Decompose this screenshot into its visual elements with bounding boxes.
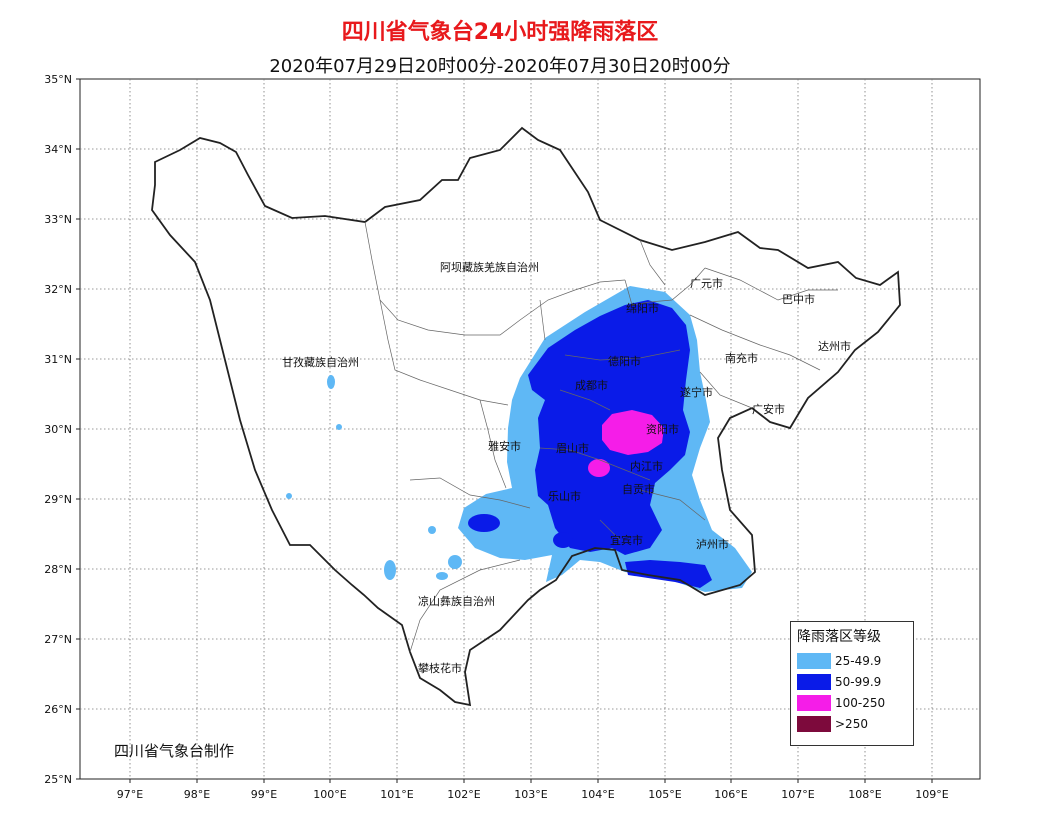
legend-item: 50-99.9 xyxy=(797,671,913,692)
lon-tick-102: 102°E xyxy=(447,788,480,801)
legend-label: >250 xyxy=(835,716,868,731)
lat-tick-29: 29°N xyxy=(44,493,72,506)
legend-swatch-25 xyxy=(797,652,831,669)
lat-tick-26: 26°N xyxy=(44,703,72,716)
lat-tick-25: 25°N xyxy=(44,773,72,786)
legend-title: 降雨落区等级 xyxy=(797,629,881,645)
lon-tick-97: 97°E xyxy=(117,788,143,801)
lat-tick-28: 28°N xyxy=(44,563,72,576)
graticule xyxy=(80,79,980,779)
label-luzhou: 泸州市 xyxy=(696,537,729,551)
label-guangan: 广安市 xyxy=(752,402,785,416)
label-zigong: 自贡市 xyxy=(622,482,655,496)
lon-tick-107: 107°E xyxy=(781,788,814,801)
label-nanchong: 南充市 xyxy=(725,351,758,365)
label-yibin: 宜宾市 xyxy=(610,533,643,547)
label-chengdu: 成都市 xyxy=(575,378,608,392)
province-boundary xyxy=(151,126,901,707)
producer-credit: 四川省气象台制作 xyxy=(114,742,235,760)
lat-tick-33: 33°N xyxy=(44,213,72,226)
legend: 降雨落区等级 25-49.9 50-99.9 100-250 >250 xyxy=(790,621,914,746)
legend-label: 100-250 xyxy=(835,695,886,710)
label-ganzi: 甘孜藏族自治州 xyxy=(282,355,359,369)
lat-tick-31: 31°N xyxy=(44,353,72,366)
lon-tick-105: 105°E xyxy=(648,788,681,801)
legend-swatch-50 xyxy=(797,673,831,690)
lon-tick-104: 104°E xyxy=(581,788,614,801)
label-yaan: 雅安市 xyxy=(488,439,521,453)
label-neijiang: 内江市 xyxy=(630,459,663,473)
label-aba: 阿坝藏族羌族自治州 xyxy=(440,260,539,274)
lon-tick-106: 106°E xyxy=(714,788,747,801)
lat-tick-32: 32°N xyxy=(44,283,72,296)
lon-tick-100: 100°E xyxy=(313,788,346,801)
lon-tick-108: 108°E xyxy=(848,788,881,801)
label-suining: 遂宁市 xyxy=(680,385,713,399)
lon-tick-99: 99°E xyxy=(251,788,277,801)
rain-area-100-250 xyxy=(588,410,664,477)
lon-tick-101: 101°E xyxy=(380,788,413,801)
label-bazhong: 巴中市 xyxy=(782,292,815,306)
lat-tick-30: 30°N xyxy=(44,423,72,436)
label-liangshan: 凉山彝族自治州 xyxy=(418,594,495,608)
lat-tick-27: 27°N xyxy=(44,633,72,646)
label-ziyang: 资阳市 xyxy=(646,422,679,436)
legend-item: 25-49.9 xyxy=(797,650,913,671)
map-title: 四川省气象台24小时强降雨落区 xyxy=(341,20,659,45)
label-meishan: 眉山市 xyxy=(556,441,589,455)
lat-tick-34: 34°N xyxy=(44,143,72,156)
map-subtitle: 2020年07月29日20时00分-2020年07月30日20时00分 xyxy=(269,56,731,77)
legend-swatch-100 xyxy=(797,694,831,711)
lon-tick-103: 103°E xyxy=(514,788,547,801)
label-leshan: 乐山市 xyxy=(548,489,581,503)
lon-tick-109: 109°E xyxy=(915,788,948,801)
lon-tick-98: 98°E xyxy=(184,788,210,801)
legend-swatch-250 xyxy=(797,715,831,732)
legend-item: 100-250 xyxy=(797,692,913,713)
prefecture-boundaries xyxy=(364,221,838,653)
label-dazhou: 达州市 xyxy=(818,339,851,353)
lat-tick-35: 35°N xyxy=(44,73,72,86)
label-mianyang: 绵阳市 xyxy=(626,301,659,315)
label-guangyuan: 广元市 xyxy=(690,276,723,290)
label-deyang: 德阳市 xyxy=(608,354,641,368)
legend-label: 25-49.9 xyxy=(835,653,882,668)
legend-item: >250 xyxy=(797,713,913,734)
label-panzhihua: 攀枝花市 xyxy=(418,661,462,675)
legend-label: 50-99.9 xyxy=(835,674,882,689)
